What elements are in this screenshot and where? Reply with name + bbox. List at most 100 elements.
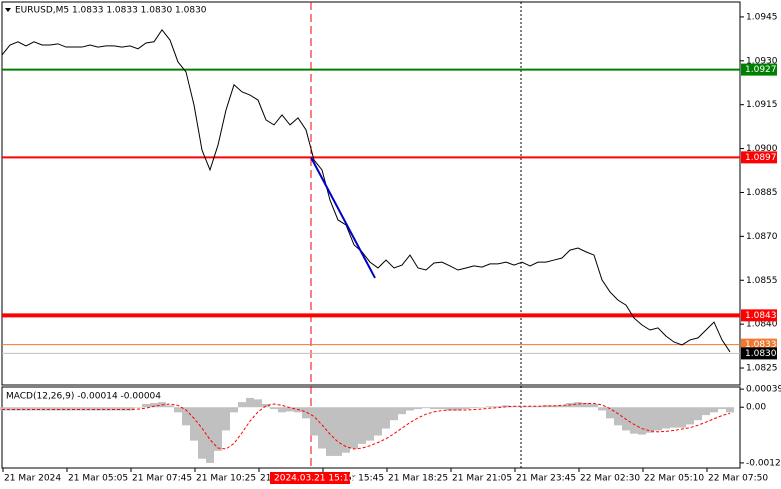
x-tick-label: 21 Mar 18:25 bbox=[388, 474, 448, 484]
x-tick-label: 22 Mar 02:30 bbox=[580, 474, 640, 484]
macd-bar bbox=[406, 407, 414, 411]
macd-bar bbox=[118, 407, 126, 411]
macd-bar bbox=[174, 407, 182, 413]
macd-bar bbox=[686, 407, 694, 425]
macd-bar bbox=[126, 407, 134, 411]
macd-bar bbox=[214, 407, 222, 451]
macd-bar bbox=[318, 407, 326, 449]
macd-bar bbox=[182, 407, 190, 426]
macd-bar bbox=[662, 407, 670, 429]
macd-bar bbox=[86, 407, 94, 411]
macd-bar bbox=[78, 407, 86, 411]
x-tick-label: 21 Mar 23:45 bbox=[516, 474, 576, 484]
y-tick-label: -0.0012 bbox=[746, 458, 781, 468]
level-label-box bbox=[741, 309, 777, 322]
macd-bar bbox=[102, 407, 110, 411]
menu-icon bbox=[5, 8, 11, 12]
macd-bar bbox=[238, 402, 246, 408]
level-label-box bbox=[741, 151, 777, 164]
y-tick-label: 0.00039 bbox=[746, 385, 781, 395]
macd-bar bbox=[46, 407, 54, 411]
x-tick-label: 21 Mar 2024 bbox=[4, 474, 61, 484]
macd-bar bbox=[342, 407, 350, 453]
macd-bar bbox=[606, 407, 614, 419]
macd-bar bbox=[582, 403, 590, 408]
macd-bar bbox=[430, 407, 438, 410]
macd-bar bbox=[286, 407, 294, 412]
x-tick-label: 22 Mar 05:10 bbox=[644, 474, 704, 484]
macd-bar bbox=[574, 402, 582, 408]
y-tick-label: 1.0885 bbox=[746, 188, 778, 198]
macd-bar bbox=[486, 406, 494, 408]
macd-bar bbox=[374, 407, 382, 436]
macd-bar bbox=[630, 407, 638, 434]
macd-bar bbox=[710, 407, 718, 413]
macd-bar bbox=[302, 407, 310, 419]
macd-bar bbox=[382, 407, 390, 429]
y-tick-label: 0.00 bbox=[746, 403, 766, 413]
macd-bar bbox=[70, 407, 78, 411]
level-label: 1.0830 bbox=[745, 349, 777, 359]
macd-bar bbox=[278, 407, 286, 413]
macd-bar bbox=[198, 407, 206, 459]
y-tick-label: 1.0930 bbox=[746, 56, 778, 66]
macd-bar bbox=[518, 406, 526, 408]
macd-bar bbox=[534, 406, 542, 408]
level-label: 1.0833 bbox=[745, 340, 777, 350]
x-tick-label: 21 Mar 21:05 bbox=[452, 474, 512, 484]
macd-bar bbox=[478, 407, 486, 408]
macd-bar bbox=[614, 407, 622, 426]
level-label-box bbox=[741, 347, 777, 360]
macd-bar bbox=[702, 407, 710, 416]
macd-bar bbox=[270, 407, 278, 410]
macd-bar bbox=[590, 403, 598, 408]
signal-line bbox=[2, 403, 731, 450]
macd-bar bbox=[438, 407, 446, 410]
macd-bar bbox=[694, 407, 702, 421]
macd-bar bbox=[254, 399, 262, 408]
macd-bar bbox=[358, 407, 366, 444]
macd-bar bbox=[134, 407, 142, 408]
crosshair-label-box bbox=[270, 472, 350, 484]
macd-bar bbox=[654, 407, 662, 431]
macd-bar bbox=[230, 407, 238, 413]
level-label: 1.0843 bbox=[745, 311, 777, 321]
macd-panel bbox=[1, 386, 741, 469]
macd-bar bbox=[166, 405, 174, 408]
macd-bar bbox=[0, 407, 6, 411]
macd-bar bbox=[190, 407, 198, 441]
macd-bar bbox=[422, 407, 430, 409]
crosshair-label: 2024.03.21 15:15 bbox=[274, 474, 354, 484]
macd-bar bbox=[398, 407, 406, 415]
x-tick-label: 21 Mar 07:45 bbox=[132, 474, 192, 484]
macd-bar bbox=[718, 407, 726, 410]
macd-bar bbox=[54, 407, 62, 411]
macd-bar bbox=[494, 406, 502, 408]
macd-bar bbox=[38, 407, 46, 411]
macd-bar bbox=[726, 407, 734, 413]
macd-bar bbox=[470, 407, 478, 409]
macd-bar bbox=[6, 407, 14, 411]
macd-title: MACD(12,26,9) -0.00014 -0.00004 bbox=[6, 392, 161, 402]
macd-bar bbox=[22, 407, 30, 411]
layer: 1.0945 1.0930 1.0915 1.0900 1.0885 1.0870 1.08… bbox=[0, 12, 781, 484]
macd-bar bbox=[678, 407, 686, 428]
x-tick-label: 22 Mar 07:50 bbox=[708, 474, 768, 484]
macd-bar bbox=[326, 407, 334, 456]
macd-bar bbox=[414, 407, 422, 410]
macd-bar bbox=[262, 403, 270, 408]
macd-bar bbox=[670, 407, 678, 428]
level-label: 1.0897 bbox=[745, 153, 777, 163]
macd-bar bbox=[94, 407, 102, 411]
macd-bar bbox=[310, 407, 318, 436]
macd-bar bbox=[150, 403, 158, 408]
macd-bar bbox=[598, 407, 606, 411]
x-tick-label: 21 Mar 10:25 bbox=[196, 474, 256, 484]
y-tick-label: 1.0825 bbox=[746, 364, 778, 374]
macd-bar bbox=[14, 407, 22, 411]
x-tick-label: 21 Mar 15:45 bbox=[324, 474, 384, 484]
macd-bar bbox=[366, 407, 374, 441]
macd-bar bbox=[206, 407, 214, 463]
macd-bar bbox=[446, 407, 454, 411]
